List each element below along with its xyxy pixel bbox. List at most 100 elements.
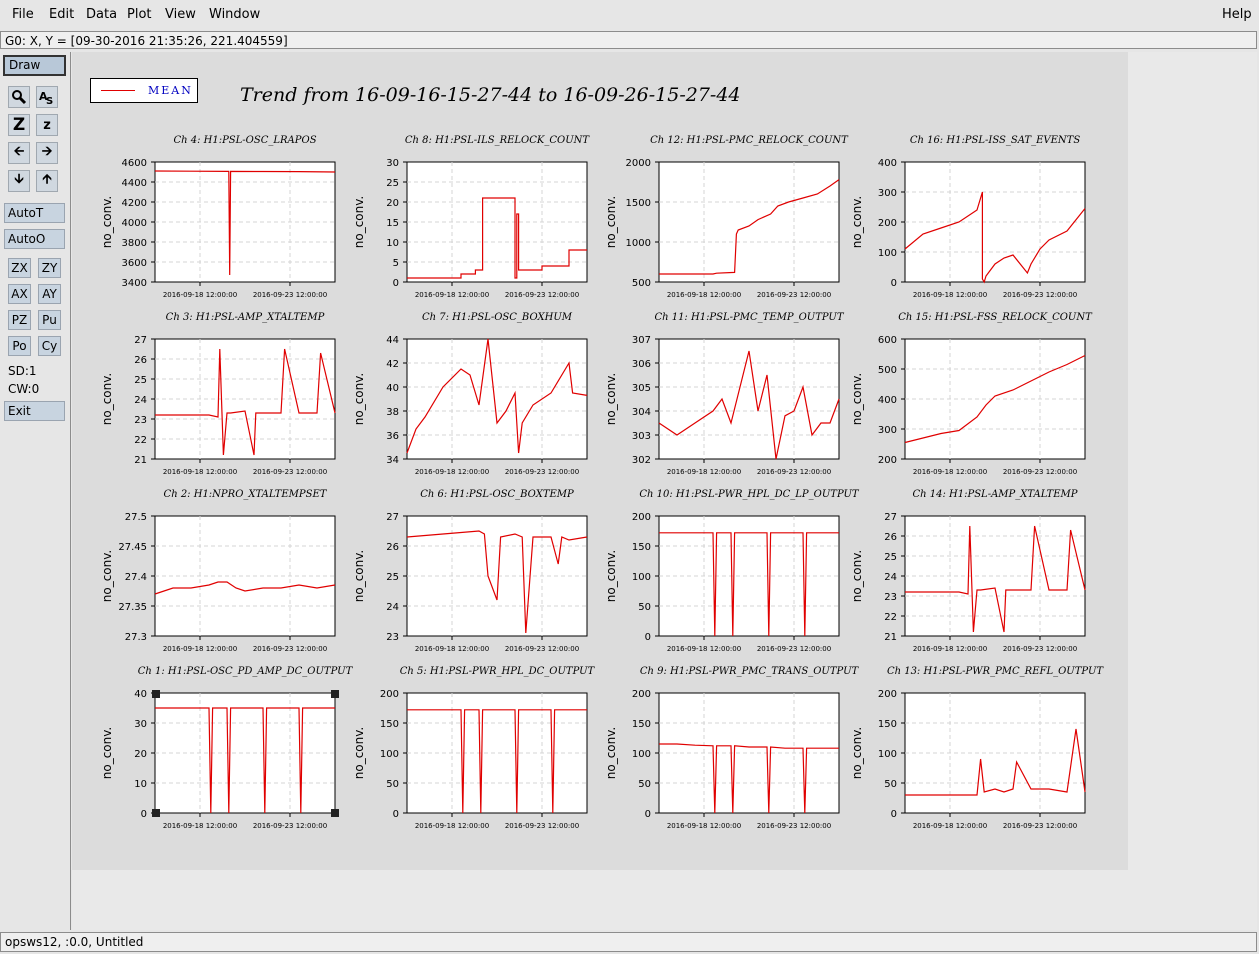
y-tick-label: 200 bbox=[380, 689, 399, 700]
series-line bbox=[155, 707, 335, 814]
y-tick-label: 21 bbox=[884, 632, 897, 643]
y-tick-label: 0 bbox=[891, 278, 897, 289]
y-tick-label: 34 bbox=[386, 455, 399, 466]
menu-help[interactable]: Help bbox=[1222, 7, 1252, 22]
y-tick-label: 0 bbox=[393, 278, 399, 289]
series-line bbox=[659, 179, 840, 275]
plot-frame bbox=[154, 692, 336, 814]
y-tick-label: 27.3 bbox=[125, 632, 147, 643]
x-tick-label: 2016-09-18 12:00:00 bbox=[163, 822, 237, 830]
chart-panel-13[interactable]: Ch 1: H1:PSL-OSC_PD_AMP_DC_OUTPUT4030201… bbox=[100, 666, 354, 830]
y-tick-label: 0 bbox=[645, 632, 651, 643]
exit-button[interactable]: Exit bbox=[4, 401, 65, 421]
x-tick-label: 2016-09-23 12:00:00 bbox=[253, 291, 327, 299]
arrow-up-icon: 🡩 bbox=[42, 172, 52, 187]
cw-label: CW:0 bbox=[8, 382, 40, 396]
y-tick-label: 300 bbox=[878, 188, 897, 199]
chart-panel-1[interactable]: Ch 4: H1:PSL-OSC_LRAPOS 4600 4400 4200 4000 3… bbox=[100, 135, 336, 299]
chart-panel-14[interactable]: Ch 5: H1:PSL-PWR_HPL_DC_OUTPUT 200 150 100 5… bbox=[352, 666, 596, 830]
pan-left-button[interactable]: 🡨 bbox=[8, 142, 30, 164]
chart-panel-16[interactable]: Ch 13: H1:PSL-PWR_PMC_REFL_OUTPUT 200 150 1… bbox=[850, 666, 1104, 830]
chart-panel-2[interactable]: Ch 8: H1:PSL-ILS_RELOCK_COUNT 30 25 20 15 10 5… bbox=[352, 135, 590, 299]
y-tick-label: 3600 bbox=[122, 258, 147, 269]
y-tick-label: 4000 bbox=[122, 218, 147, 229]
chart-title: Ch 11: H1:PSL-PMC_TEMP_OUTPUT bbox=[654, 312, 844, 323]
magnifier-icon bbox=[12, 90, 27, 105]
menu-data[interactable]: Data bbox=[86, 7, 118, 22]
chart-panel-15[interactable]: Ch 9: H1:PSL-PWR_PMC_TRANS_OUTPUT 200 150 1… bbox=[604, 666, 860, 830]
y-tick-label: 500 bbox=[878, 365, 897, 376]
y-tick-label: 0 bbox=[891, 809, 897, 820]
y-tick-label: 21 bbox=[134, 455, 147, 466]
x-tick-label: 2016-09-23 12:00:00 bbox=[505, 645, 579, 653]
y-axis-label: no_conv. bbox=[604, 196, 618, 248]
zoom-small-button[interactable]: z bbox=[36, 114, 58, 136]
pan-right-button[interactable]: 🡪 bbox=[36, 142, 58, 164]
y-tick-label: 4600 bbox=[122, 158, 147, 169]
y-tick-label: 100 bbox=[878, 248, 897, 259]
y-tick-label: 400 bbox=[878, 158, 897, 169]
y-axis-label: no_conv. bbox=[604, 373, 618, 425]
series-line bbox=[406, 530, 588, 634]
chart-title: Ch 10: H1:PSL-PWR_HPL_DC_LP_OUTPUT bbox=[639, 489, 860, 500]
series-line bbox=[904, 354, 1086, 444]
pz-button[interactable]: PZ bbox=[8, 310, 31, 330]
selection-handle[interactable] bbox=[152, 809, 160, 817]
ax-button[interactable]: AX bbox=[8, 284, 31, 304]
chart-panel-12[interactable]: Ch 14: H1:PSL-AMP_XTALTEMP 27 26 25 24 23 22 21… bbox=[850, 489, 1086, 653]
y-tick-label: 23 bbox=[386, 632, 399, 643]
selection-handle[interactable] bbox=[152, 690, 160, 698]
y-tick-label: 3800 bbox=[122, 238, 147, 249]
series-line bbox=[154, 581, 336, 595]
plot-frame bbox=[658, 515, 840, 637]
x-tick-label: 2016-09-23 12:00:00 bbox=[505, 468, 579, 476]
menu-file[interactable]: File bbox=[12, 7, 34, 22]
plot-frame bbox=[658, 161, 840, 283]
chart-panel-7[interactable]: Ch 11: H1:PSL-PMC_TEMP_OUTPUT 307 306 305 30… bbox=[604, 312, 845, 476]
y-tick-label: 200 bbox=[878, 689, 897, 700]
menu-edit[interactable]: Edit bbox=[49, 7, 75, 22]
y-tick-label: 50 bbox=[386, 779, 399, 790]
selection-handle[interactable] bbox=[331, 809, 339, 817]
chart-panel-5[interactable]: Ch 3: H1:PSL-AMP_XTALTEMP 27 26 25 24 23 22 21 2… bbox=[100, 312, 336, 476]
y-tick-label: 150 bbox=[878, 719, 897, 730]
x-tick-label: 2016-09-18 12:00:00 bbox=[913, 822, 987, 830]
plot-frame bbox=[406, 338, 588, 460]
x-tick-label: 2016-09-23 12:00:00 bbox=[253, 468, 327, 476]
zx-button[interactable]: ZX bbox=[8, 258, 31, 278]
y-tick-label: 26 bbox=[386, 542, 399, 553]
series-line bbox=[407, 709, 587, 814]
chart-panel-4[interactable]: Ch 16: H1:PSL-ISS_SAT_EVENTS 400 300 200 100… bbox=[850, 135, 1086, 299]
autoo-button[interactable]: AutoO bbox=[4, 229, 65, 249]
y-tick-label: 100 bbox=[878, 749, 897, 760]
cy-button[interactable]: Cy bbox=[38, 336, 61, 356]
y-tick-label: 27.5 bbox=[125, 512, 147, 523]
draw-button[interactable]: Draw bbox=[3, 55, 66, 76]
menu-window[interactable]: Window bbox=[209, 7, 261, 22]
pan-down-button[interactable]: 🡫 bbox=[8, 170, 30, 192]
selection-handle[interactable] bbox=[331, 690, 339, 698]
chart-panel-10[interactable]: Ch 6: H1:PSL-OSC_BOXTEMP 27 26 25 24 23 2016-0… bbox=[352, 489, 588, 653]
zoom-big-button[interactable]: Z bbox=[8, 114, 30, 136]
y-tick-label: 150 bbox=[632, 719, 651, 730]
y-tick-label: 4400 bbox=[122, 178, 147, 189]
chart-panel-8[interactable]: Ch 15: H1:PSL-FSS_RELOCK_COUNT 600 500 400 3… bbox=[850, 312, 1093, 476]
menu-view[interactable]: View bbox=[165, 7, 196, 22]
pan-up-button[interactable]: 🡩 bbox=[36, 170, 58, 192]
coordinate-readout: G0: X, Y = [09-30-2016 21:35:26, 221.404… bbox=[0, 31, 1257, 49]
chart-panel-9[interactable]: Ch 2: H1:NPRO_XTALTEMPSET 27.5 27.45 27.4 27… bbox=[100, 489, 336, 653]
chart-panel-3[interactable]: Ch 12: H1:PSL-PMC_RELOCK_COUNT 2000 1500 10… bbox=[604, 135, 849, 299]
pu-button[interactable]: Pu bbox=[38, 310, 61, 330]
po-button[interactable]: Po bbox=[8, 336, 31, 356]
y-tick-label: 44 bbox=[386, 335, 399, 346]
chart-panel-11[interactable]: Ch 10: H1:PSL-PWR_HPL_DC_LP_OUTPUT 200 150… bbox=[604, 489, 860, 653]
chart-panel-6[interactable]: Ch 7: H1:PSL-OSC_BOXHUM 44 42 40 38 36 34 2016-… bbox=[352, 312, 588, 476]
zy-button[interactable]: ZY bbox=[38, 258, 61, 278]
ay-button[interactable]: AY bbox=[38, 284, 61, 304]
autot-button[interactable]: AutoT bbox=[4, 203, 65, 223]
magnify-tool-button[interactable] bbox=[8, 86, 30, 108]
y-tick-label: 400 bbox=[878, 395, 897, 406]
menu-plot[interactable]: Plot bbox=[127, 7, 152, 22]
y-tick-label: 27 bbox=[134, 335, 147, 346]
